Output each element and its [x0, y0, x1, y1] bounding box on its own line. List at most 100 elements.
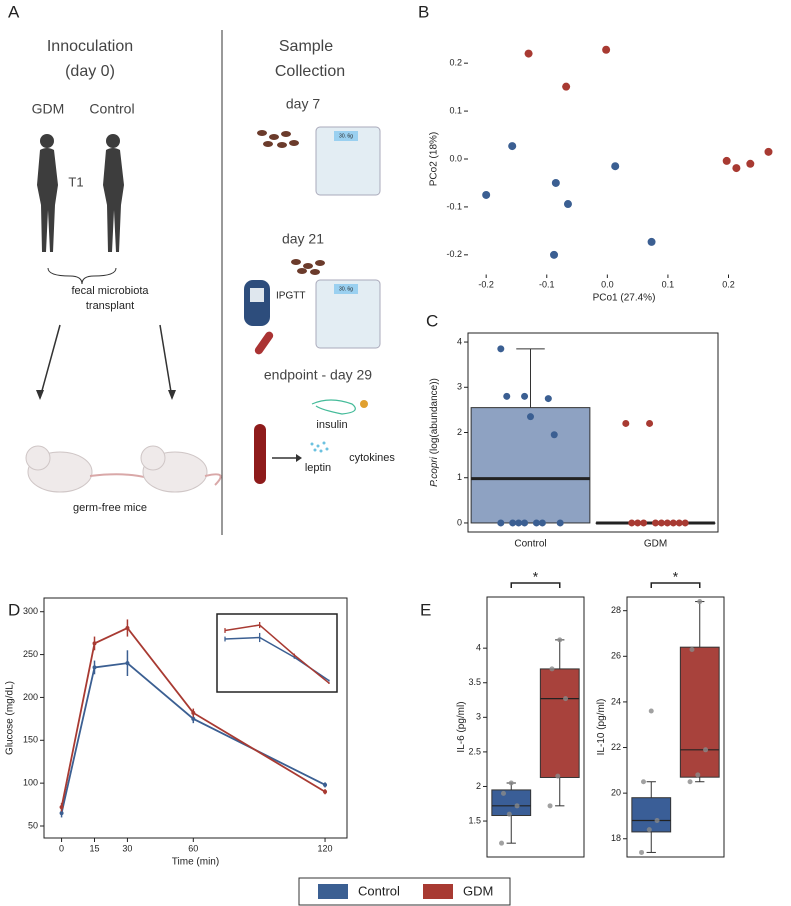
y-tick-label: 300: [23, 606, 38, 616]
arrows: [39, 324, 173, 399]
point: [92, 641, 97, 646]
y-axis-label: Glucose (mg/dL): [5, 681, 16, 755]
scale-readout: 30. 6g: [339, 133, 353, 139]
point: [557, 637, 563, 643]
point: [646, 827, 652, 833]
ipgtt: IPGTT: [276, 291, 305, 302]
point: [555, 773, 561, 779]
y-tick-label: 1: [457, 472, 462, 482]
point: [640, 519, 648, 527]
point: [125, 661, 130, 666]
point: [538, 519, 546, 527]
point: [622, 419, 630, 427]
y-tick-label: 2: [457, 427, 462, 437]
y-tick-label: 3: [476, 712, 481, 722]
y-tick-label: 0: [457, 517, 462, 527]
point: [497, 519, 505, 527]
point: [125, 626, 130, 630]
left-title: (day 0): [65, 63, 115, 80]
transfer: transplant: [86, 300, 134, 312]
x-tick-label: 15: [89, 843, 99, 853]
right-title: Sample: [279, 38, 333, 55]
point: [640, 779, 646, 785]
legend-swatch: [318, 884, 348, 899]
y-tick-label: 4: [457, 336, 462, 346]
point: [521, 519, 529, 527]
x-tick-label: 0.2: [722, 279, 735, 289]
y-tick-label: 24: [611, 696, 621, 706]
y-axis-label-part: IL-10 (pg/ml): [596, 699, 607, 756]
point: [611, 162, 620, 171]
point: [663, 519, 671, 527]
legend-swatch: [423, 884, 453, 899]
point: [550, 431, 558, 439]
point: [59, 811, 64, 816]
point: [514, 803, 520, 809]
y-tick-label: 18: [611, 833, 621, 843]
point: [687, 779, 693, 785]
point: [681, 519, 689, 527]
point: [544, 395, 552, 403]
scales: [315, 126, 381, 349]
point: [499, 840, 505, 846]
point: [634, 519, 642, 527]
group-label: Control: [89, 101, 134, 117]
point: [602, 45, 611, 54]
y-tick-label: 50: [28, 820, 38, 830]
day-label: day 7: [286, 96, 320, 112]
y-axis-label-part: (log(abundance)): [429, 378, 440, 457]
point: [550, 250, 559, 259]
y-tick-label: 2: [476, 781, 481, 791]
y-tick-label: 0.0: [449, 153, 462, 163]
diagram: Innoculation (day 0) GDM Control T1 feca…: [25, 30, 395, 535]
point: [639, 849, 645, 855]
point: [323, 782, 328, 787]
point: [509, 519, 517, 527]
point: [648, 708, 654, 714]
plot-frame: [486, 596, 585, 858]
point: [506, 811, 512, 817]
y-tick-label: 28: [611, 605, 621, 615]
point: [722, 156, 731, 165]
point: [695, 772, 701, 778]
legend-label: GDM: [463, 883, 493, 898]
brace: [47, 267, 117, 285]
arrowheads: [36, 390, 176, 400]
box: [491, 789, 532, 817]
point: [547, 803, 553, 809]
y-tick-label: -0.2: [446, 249, 462, 259]
point: [503, 392, 511, 400]
point: [191, 710, 196, 715]
point: [703, 747, 709, 753]
panel-label: D: [8, 600, 20, 619]
point: [563, 696, 569, 702]
y-axis-label: IL-10 (pg/ml): [596, 699, 607, 756]
point: [746, 159, 755, 168]
point: [59, 805, 64, 810]
group-label: GDM: [32, 101, 65, 117]
x-tick-label: 30: [122, 843, 132, 853]
x-tick-label: 0.1: [662, 279, 675, 289]
y-axis-label-part: IL-6 (pg/ml): [456, 701, 467, 752]
mice-label: germ-free mice: [73, 502, 147, 514]
x-axis-label: PCo1 (27.4%): [593, 293, 656, 304]
plot-frame: [626, 596, 725, 858]
point: [628, 519, 636, 527]
point: [563, 200, 572, 209]
timepoint: T1: [68, 174, 83, 189]
inset-frame: [216, 613, 338, 693]
significance-bracket: [650, 582, 701, 588]
point: [527, 413, 534, 421]
point: [524, 49, 533, 58]
x-tick-label: 120: [318, 843, 333, 853]
y-tick-label: 3: [457, 382, 462, 392]
y-axis-label: IL-6 (pg/ml): [456, 701, 467, 752]
y-tick-label: 0.1: [449, 105, 462, 115]
x-tick-label: 60: [188, 843, 198, 853]
mice: [25, 445, 222, 493]
panel-label: A: [8, 2, 20, 21]
point: [508, 780, 514, 786]
y-axis-label: P.copri (log(abundance)): [429, 378, 440, 487]
point: [646, 419, 654, 427]
